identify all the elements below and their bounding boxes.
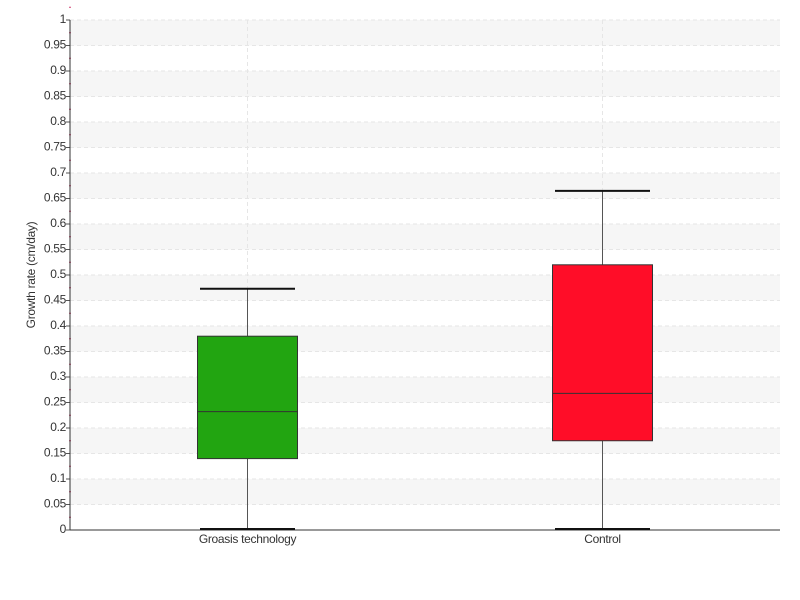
y-tick-label: 0.35 xyxy=(44,344,67,358)
y-tick-label: 0.4 xyxy=(50,318,66,332)
y-tick-label: 0.45 xyxy=(44,293,67,307)
y-tick-label: 0.3 xyxy=(50,369,66,383)
y-tick-label: 0.15 xyxy=(44,446,67,460)
grid-band xyxy=(70,224,780,250)
y-tick-label: 0.55 xyxy=(44,242,67,256)
y-tick-label: 0 xyxy=(60,522,67,536)
x-tick-label: Groasis technology xyxy=(199,532,297,546)
y-tick-label: 0.1 xyxy=(50,471,66,485)
y-tick-label: 0.5 xyxy=(50,267,66,281)
grid-band xyxy=(70,479,780,505)
y-tick-label: 0.6 xyxy=(50,216,66,230)
y-tick-label: 0.05 xyxy=(44,497,67,511)
y-axis-label: Growth rate (cm/day) xyxy=(24,221,38,328)
y-tick-label: 0.85 xyxy=(44,89,67,103)
grid-band xyxy=(70,275,780,301)
box xyxy=(197,335,298,460)
x-tick-label: Control xyxy=(584,532,621,546)
y-tick-label: 0.75 xyxy=(44,140,67,154)
grid-band xyxy=(70,326,780,352)
grid-band xyxy=(70,173,780,199)
y-tick-label: 0.8 xyxy=(50,114,66,128)
y-tick-label: 0.7 xyxy=(50,165,66,179)
y-tick-label: 0.9 xyxy=(50,63,66,77)
y-tick-label: 0.25 xyxy=(44,395,67,409)
grid-band xyxy=(70,428,780,454)
y-tick-label: 0.2 xyxy=(50,420,66,434)
grid-band xyxy=(70,71,780,97)
grid-band xyxy=(70,122,780,148)
y-tick-label: 1 xyxy=(60,12,67,26)
box xyxy=(552,264,653,442)
grid-band xyxy=(70,377,780,403)
y-tick-label: 0.95 xyxy=(44,38,67,52)
y-tick-label: 0.65 xyxy=(44,191,67,205)
grid-band xyxy=(70,20,780,46)
